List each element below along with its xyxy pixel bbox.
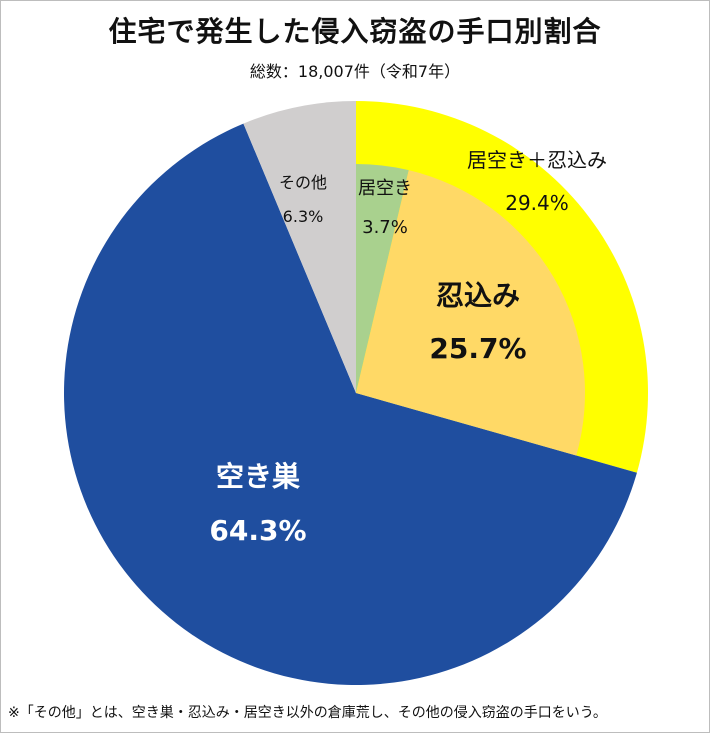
- pie-chart: 居空き＋忍込み 29.4% 居空き 3.7% 忍込み 25.7% 空き巣 64.…: [63, 101, 649, 685]
- outer-slice-2: [243, 101, 356, 393]
- inner-slices: [356, 164, 585, 456]
- label-iaki-name: 居空き: [358, 178, 412, 199]
- label-akisu-name: 空き巣: [216, 460, 301, 493]
- label-combined-name: 居空き＋忍込み: [467, 148, 607, 172]
- label-other-value: 6.3%: [283, 207, 324, 226]
- label-combined-value: 29.4%: [505, 191, 569, 215]
- label-iaki-value: 3.7%: [362, 217, 408, 238]
- outer-slice-1: [63, 123, 637, 685]
- chart-subtitle: 総数：18,007件（令和7年）: [249, 62, 461, 81]
- chart-title: 住宅で発生した侵入窃盗の手口別割合: [108, 15, 602, 48]
- inner-slice-1: [356, 170, 585, 456]
- inner-slice-0: [356, 164, 409, 393]
- label-akisu-value: 64.3%: [209, 514, 306, 547]
- label-other-name: その他: [279, 173, 327, 192]
- footnote: ※「その他」とは、空き巣・忍込み・居空き以外の倉庫荒し、その他の侵入窃盗の手口を…: [8, 705, 607, 721]
- label-shinobikomi-value: 25.7%: [429, 332, 526, 365]
- label-shinobikomi-name: 忍込み: [436, 279, 520, 312]
